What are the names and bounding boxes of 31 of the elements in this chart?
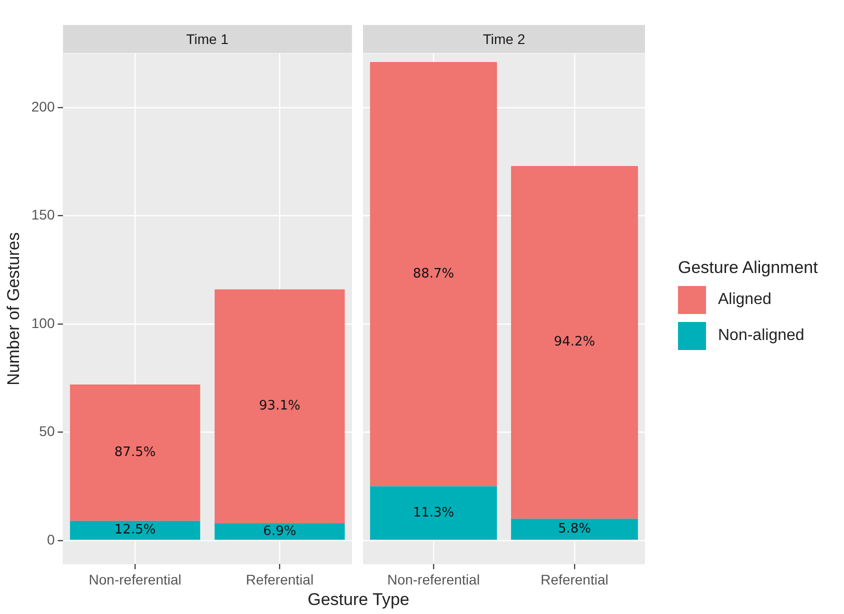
legend-label: Non-aligned <box>718 327 804 345</box>
y-tick-label: 150 <box>31 206 55 223</box>
bar <box>70 520 200 540</box>
x-tick-label: Referential <box>246 571 314 588</box>
annotation: 93.1% <box>259 398 300 414</box>
bar <box>370 486 497 540</box>
x-axis-title: Gesture Type <box>306 590 410 610</box>
annotation: 88.7% <box>412 266 454 282</box>
annotation: 11.3% <box>412 505 454 520</box>
bar <box>511 518 638 540</box>
annotation: 87.5% <box>114 445 156 460</box>
x-tick-label: Non-referential <box>88 571 182 588</box>
y-tick-label: 200 <box>31 98 55 114</box>
y-axis-title: Number of Gestures <box>4 232 23 386</box>
x-tick-label: Referential <box>540 571 608 588</box>
legend-title: Gesture Alignment <box>678 258 818 278</box>
y-tick-label: 50 <box>39 423 55 440</box>
x-tick-label: Non-referential <box>387 571 480 588</box>
annotation: 12.5% <box>114 522 156 538</box>
chart-title: Time 2 <box>363 25 645 54</box>
bar <box>70 384 200 521</box>
annotation: 5.8% <box>558 522 592 537</box>
bar <box>214 289 345 524</box>
annotation: 6.9% <box>263 524 296 539</box>
annotation: 94.2% <box>554 334 596 350</box>
legend-label: Aligned <box>718 291 772 309</box>
y-tick-label: 100 <box>31 314 55 331</box>
chart-title: Time 1 <box>62 25 352 54</box>
y-tick-label: 0 <box>46 531 55 548</box>
bar <box>511 166 638 519</box>
bar <box>214 523 345 540</box>
